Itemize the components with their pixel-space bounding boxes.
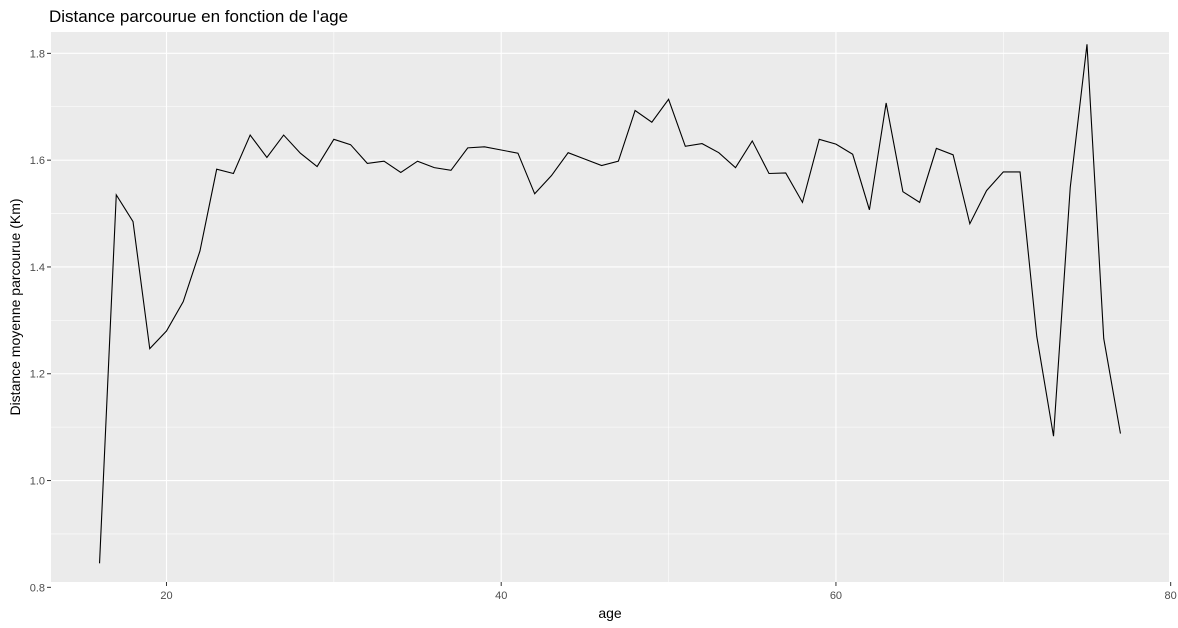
y-tick-label: 0.8 — [30, 582, 45, 594]
x-tick-label: 40 — [495, 590, 507, 602]
x-tick-label: 60 — [830, 590, 842, 602]
x-axis-title: age — [598, 605, 622, 621]
series-line — [98, 44, 1122, 564]
y-tick-label: 1.0 — [30, 476, 45, 488]
x-tick-label: 80 — [1165, 590, 1177, 602]
y-tick-label: 1.2 — [30, 369, 45, 381]
axis-ticks: 20 40 60 80 0.8 1.0 1.2 1.4 1.6 1.8 — [30, 48, 1177, 602]
y-tick-label: 1.6 — [30, 155, 45, 167]
y-tick-label: 1.8 — [30, 48, 45, 60]
x-tick-label: 20 — [160, 590, 172, 602]
y-axis-title: Distance moyenne parcourue (Km) — [7, 198, 23, 415]
chart-title: Distance parcourue en fonction de l'age — [49, 7, 348, 26]
grid-lines — [51, 32, 1169, 582]
y-tick-label: 1.4 — [30, 262, 45, 274]
plot-panel — [51, 32, 1169, 582]
